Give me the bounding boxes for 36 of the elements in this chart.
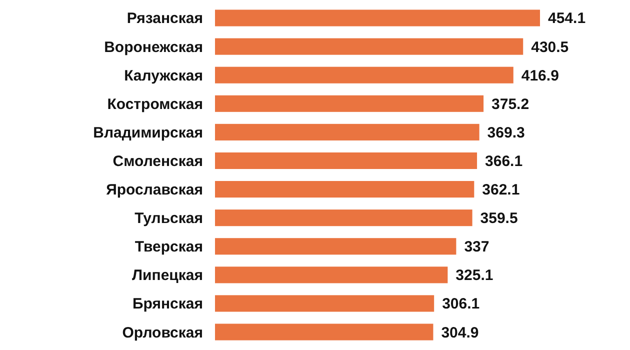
data-label: 454.1 bbox=[548, 10, 586, 28]
bar bbox=[215, 95, 484, 112]
data-label: 430.5 bbox=[531, 38, 569, 56]
bar bbox=[215, 210, 472, 226]
y-tick-label: Смоленская bbox=[112, 152, 203, 170]
bar bbox=[215, 66, 514, 84]
data-label: 369.3 bbox=[487, 124, 525, 142]
bar bbox=[215, 238, 456, 255]
y-tick-label: Липецкая bbox=[132, 267, 203, 284]
data-label: 362.1 bbox=[482, 182, 520, 199]
data-label: 366.1 bbox=[485, 152, 523, 170]
y-tick-label: Воронежская bbox=[104, 38, 203, 56]
y-tick-label: Ярославская bbox=[106, 182, 203, 199]
y-tick-label: Орловская bbox=[122, 324, 203, 342]
bar bbox=[215, 266, 448, 284]
bar bbox=[215, 324, 434, 340]
y-tick-label: Тверская bbox=[134, 238, 203, 256]
bar bbox=[215, 10, 540, 26]
bar bbox=[215, 295, 434, 312]
bar bbox=[215, 124, 480, 140]
bar bbox=[215, 38, 524, 55]
y-tick-label: Калужская bbox=[124, 67, 203, 84]
data-label: 375.2 bbox=[492, 96, 530, 113]
data-label: 325.1 bbox=[456, 267, 494, 284]
data-label: 416.9 bbox=[521, 67, 559, 84]
data-label: 304.9 bbox=[441, 324, 479, 342]
data-label: 306.1 bbox=[442, 296, 480, 313]
y-tick-label: Рязанская bbox=[126, 10, 203, 28]
y-tick-label: Владимирская bbox=[93, 124, 203, 142]
y-tick-label: Костромская bbox=[107, 96, 203, 113]
y-tick-label: Тульская bbox=[134, 210, 203, 228]
data-label: 359.5 bbox=[480, 210, 518, 228]
bar bbox=[215, 152, 478, 170]
bar bbox=[215, 180, 474, 198]
data-label: 337 bbox=[464, 238, 490, 256]
y-tick-label: Брянская bbox=[132, 296, 203, 313]
